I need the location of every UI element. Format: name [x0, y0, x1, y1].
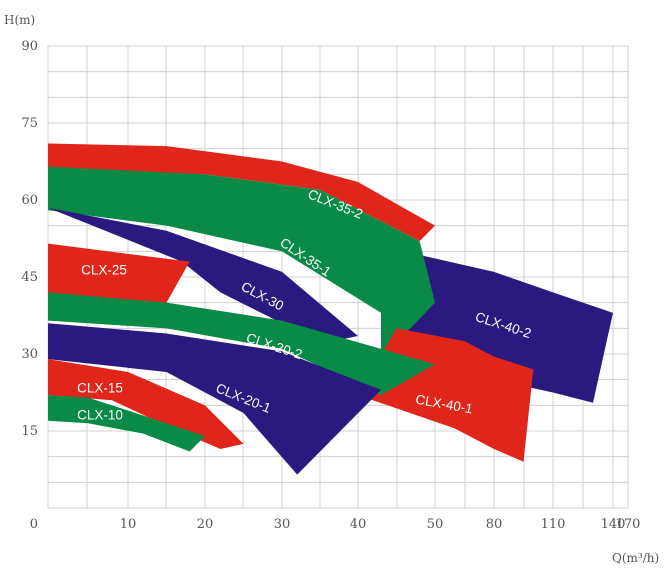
x-tick-label: 20	[197, 517, 214, 532]
band-clx-20-1	[48, 323, 382, 475]
x-tick-label: 10	[120, 517, 137, 532]
x-tick-label: 50	[427, 517, 444, 532]
y-axis-title: H(m)	[4, 13, 35, 27]
y-tick-label: 15	[21, 424, 38, 439]
bands	[48, 143, 613, 475]
x-tick-label: 80	[486, 517, 503, 532]
x-tick-label: 40	[350, 517, 367, 532]
y-tick-label: 60	[21, 193, 38, 208]
y-tick-label: 90	[21, 39, 38, 54]
band-label: CLX-15	[77, 381, 123, 396]
y-tick-label: 45	[21, 270, 38, 285]
y-tick-label: 30	[21, 347, 38, 362]
y-tick-label: 0	[30, 517, 38, 532]
x-tick-label: 110	[541, 517, 566, 532]
band-label: CLX-25	[81, 263, 127, 278]
band-clx-35-1	[48, 166, 435, 360]
y-ticks: 0 15 30 45 60 75 90	[21, 39, 38, 532]
x-tick-label: 30	[274, 517, 291, 532]
x-tick-label: 170	[616, 517, 641, 532]
x-tick-label: 140	[601, 517, 626, 532]
band-clx-15	[48, 359, 244, 449]
band-clx-20-2	[48, 292, 435, 396]
band-clx-25	[48, 243, 190, 303]
band-label: CLX-10	[77, 408, 123, 423]
band-clx-30	[48, 207, 358, 344]
band-clx-35-2	[48, 143, 435, 242]
x-axis-title: Q(m³/h)	[612, 551, 659, 565]
y-tick-label: 75	[21, 116, 38, 131]
band-clx-10	[48, 395, 205, 452]
